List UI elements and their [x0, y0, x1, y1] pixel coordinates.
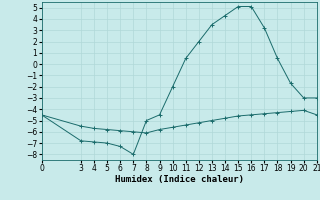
X-axis label: Humidex (Indice chaleur): Humidex (Indice chaleur)	[115, 175, 244, 184]
